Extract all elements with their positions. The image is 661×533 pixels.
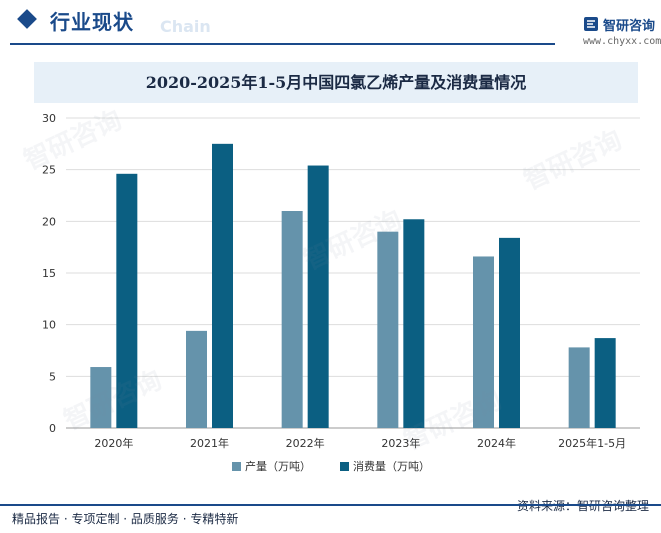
gridlines [66,117,640,429]
x-tick-label: 2020年 [94,436,133,450]
y-tick-label: 0 [49,422,56,435]
bar-production [186,330,207,428]
x-axis-ticks: 2020年 2021年 2022年 2023年 2024年 2025年1-5月 [94,436,626,450]
bar-consumption [307,165,329,429]
x-tick-label: 2023年 [381,436,420,450]
bar-production [473,256,494,428]
chart-title-band [34,62,638,103]
x-tick-label: 2024年 [477,436,516,450]
legend: 产量（万吨） 消费量（万吨） [232,459,430,473]
bar-consumption [594,338,616,428]
bar-consumption [499,237,520,428]
x-tick-label: 2022年 [286,436,325,450]
bar-consumption [116,173,138,428]
section-title: 行业现状 [50,10,134,34]
footer-divider [0,504,661,506]
section-title-en: Chain [160,17,211,36]
brand-url: www.chyxx.com [583,36,661,47]
bar-consumption [212,143,233,429]
y-tick-label: 30 [42,112,56,125]
section-header: 行业现状 Chain 智研咨询 www.chyxx.com [0,0,661,50]
x-tick-label: 2021年 [190,436,229,450]
bar-production [90,367,112,428]
bar-production [377,231,399,428]
footer-slogan: 精品报告 · 专项定制 · 品质服务 · 专精特新 [12,512,239,526]
y-tick-label: 5 [49,370,56,383]
y-axis-ticks: 0 5 10 15 20 25 30 [42,112,56,435]
header-divider [10,43,555,45]
y-tick-label: 10 [42,319,56,332]
y-tick-label: 25 [42,164,56,177]
bar-production [568,347,590,428]
legend-swatch [232,462,241,471]
bar-consumption [403,219,425,428]
bars [90,143,616,429]
brand-logo-icon [584,17,598,31]
bar-production [281,211,303,428]
legend-swatch [340,462,349,471]
x-tick-label: 2025年1-5月 [558,436,626,450]
y-tick-label: 20 [42,215,56,228]
y-tick-label: 15 [42,267,56,280]
chart-title: 2020-2025年1-5月中国四氯乙烯产量及消费量情况 [145,73,527,92]
source-note: 资料来源：智研咨询整理 [516,499,649,513]
legend-label: 消费量（万吨） [353,459,430,473]
legend-label: 产量（万吨） [245,459,311,473]
brand-name: 智研咨询 [603,19,656,34]
brand: 智研咨询 www.chyxx.com [583,14,661,50]
